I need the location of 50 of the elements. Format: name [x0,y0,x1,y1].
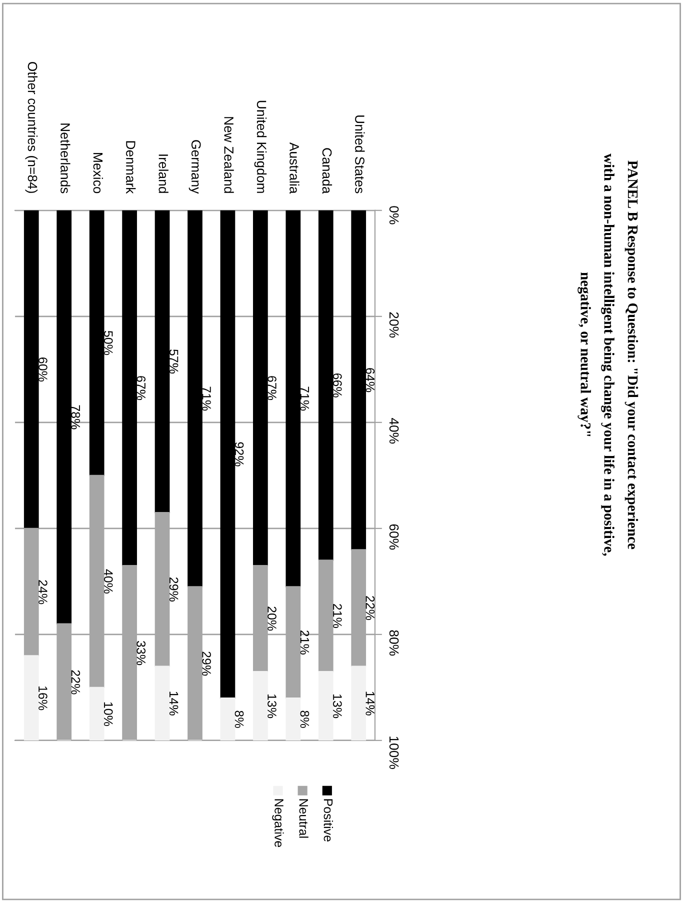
y-tick-label: 0% [389,206,399,224]
x-tick-label: New Zealand [224,117,234,193]
data-label: 33% [136,640,146,666]
legend-label: Negative [272,799,284,848]
data-label: 71% [300,386,310,411]
data-label: 66% [333,373,342,398]
data-label: 50% [104,330,113,355]
y-tick-label: 80% [389,630,399,656]
data-label: 10% [104,702,113,726]
data-label: 40% [104,569,113,594]
data-label: 20% [268,606,276,631]
data-label: 16% [38,686,48,710]
data-label: 78% [71,405,80,430]
data-label: 29% [202,652,211,676]
x-tick-label: Mexico [93,153,103,194]
data-label: 24% [38,580,48,604]
y-tick-label: 60% [389,524,399,550]
data-label: 60% [38,358,48,382]
data-label: 8% [300,710,310,728]
data-label: 67% [268,376,276,400]
x-tick-label: Denmark [126,141,136,194]
data-label: 71% [202,386,211,411]
data-label: 57% [169,349,178,374]
legend-label: Positive [324,799,333,842]
x-tick-label: United Kingdom [254,100,267,193]
data-label: 29% [169,578,178,602]
data-label: 22% [366,596,375,620]
data-label: 21% [333,604,342,628]
data-label: 21% [300,630,310,654]
y-tick-label: 40% [389,418,399,444]
data-label: 13% [333,694,342,718]
x-tick-label: Netherlands [60,124,70,194]
x-tick-label: Germany [188,140,201,194]
data-label: 14% [366,692,375,716]
data-label: 64% [366,368,375,392]
x-tick-label: United States [355,116,365,194]
data-label: 8% [234,710,244,728]
data-label: 92% [234,442,244,466]
x-tick-label: Ireland [158,154,168,193]
x-tick-label: Canada [322,148,332,194]
x-tick-label: Australia [290,142,300,194]
y-tick-label: 20% [389,312,399,338]
data-label: 13% [268,694,276,718]
data-label: 14% [169,692,178,716]
y-tick-label: 100% [389,736,399,769]
data-label: 67% [136,376,146,400]
data-label: 22% [71,670,80,694]
legend-label: Neutral [299,799,308,838]
text: PANEL B Response to Question: "Did your contact experience with a non-human intelligent being change your life in a positive, negative, or neutral way?" [578,154,638,556]
x-tick-label: Other countries (n=84) [25,62,38,193]
